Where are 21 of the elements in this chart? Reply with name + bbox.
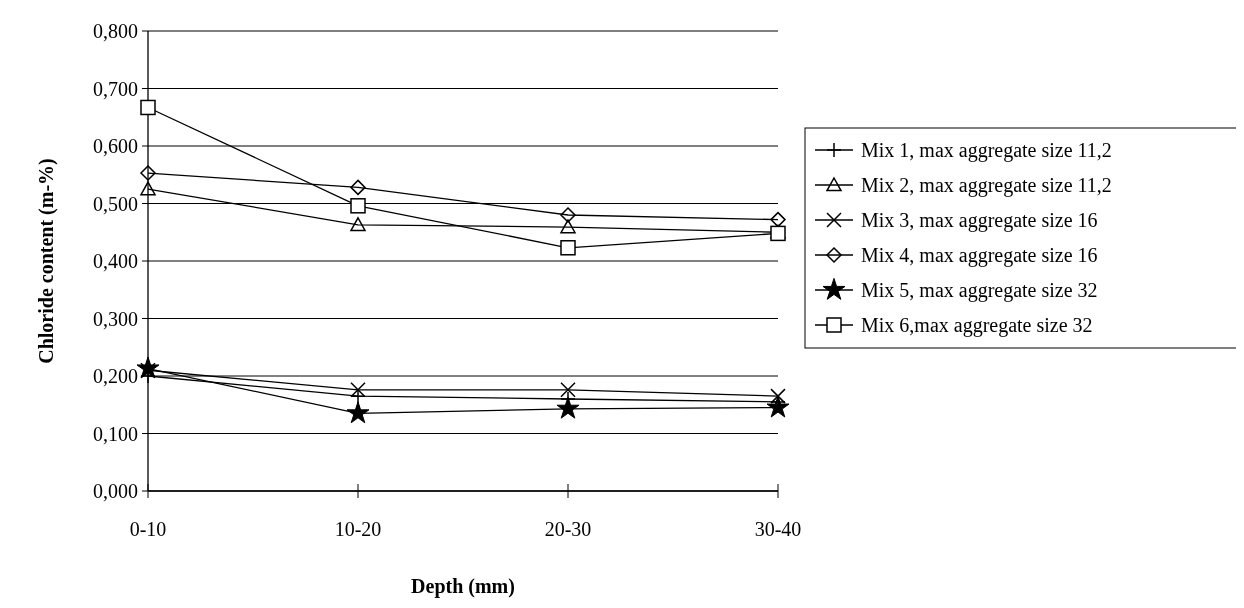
x-axis-title: Depth (mm) — [411, 575, 515, 598]
x-tick-label: 20-30 — [544, 518, 592, 540]
legend-label: Mix 4, max aggregate size 16 — [861, 244, 1098, 267]
y-tick-label: 0,400 — [93, 250, 138, 272]
legend-label: Mix 2, max aggregate size 11,2 — [861, 174, 1112, 197]
y-tick-label: 0,600 — [93, 135, 138, 157]
y-tick-label: 0,100 — [93, 422, 138, 445]
legend-label: Mix 1, max aggregate size 11,2 — [861, 139, 1112, 162]
x-tick-label: 10-20 — [334, 518, 382, 540]
y-tick-label: 0,200 — [93, 365, 138, 387]
legend-label: Mix 3, max aggregate size 16 — [861, 209, 1098, 232]
legend-label: Mix 6,max aggregate size 32 — [861, 314, 1093, 337]
y-tick-label: 0,000 — [93, 480, 138, 502]
legend-label: Mix 5, max aggregate size 32 — [861, 279, 1098, 302]
x-tick-label: 30-40 — [754, 518, 802, 540]
y-tick-label: 0,300 — [93, 307, 138, 330]
y-axis-title: Chloride content (m-%) — [35, 158, 58, 364]
y-tick-label: 0,700 — [93, 77, 138, 100]
x-tick-label: 0-10 — [129, 518, 167, 540]
y-tick-label: 0,500 — [93, 192, 138, 215]
y-tick-label: 0,800 — [93, 20, 138, 42]
